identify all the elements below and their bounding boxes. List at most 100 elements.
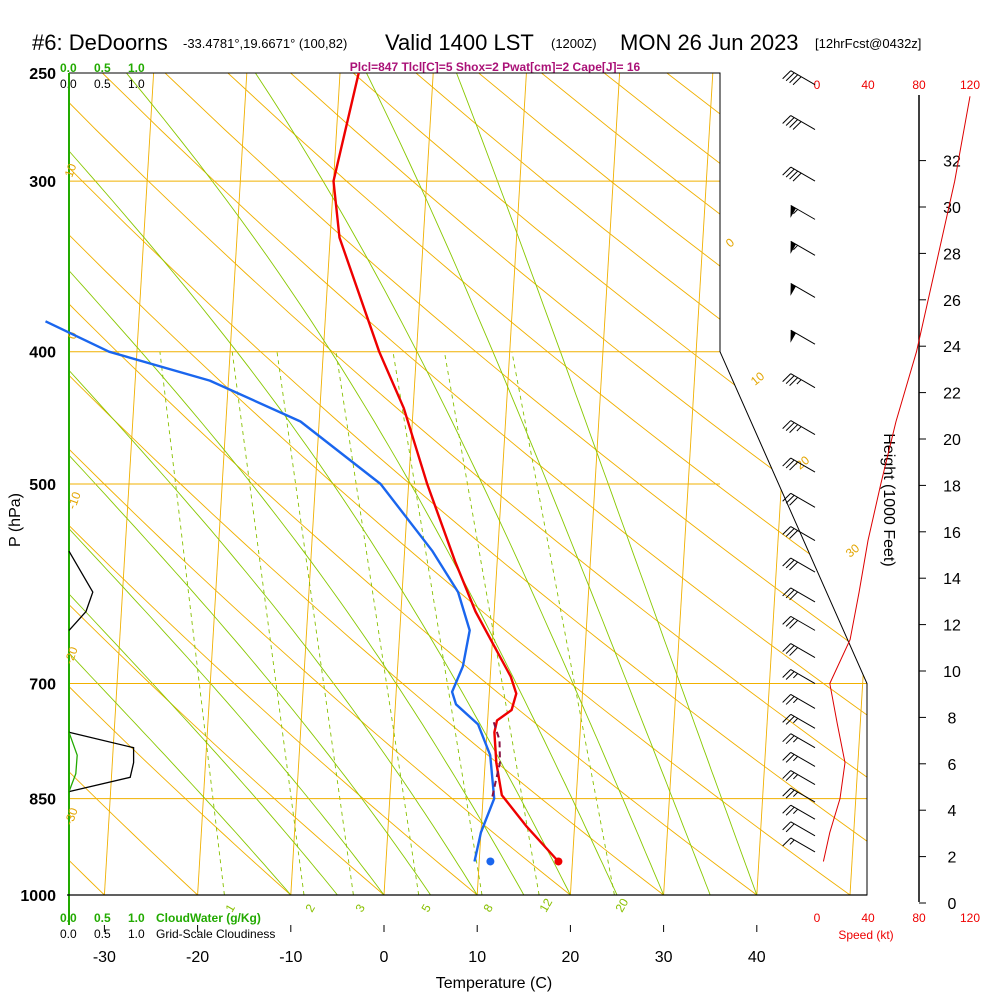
isotherm-label: 0 (723, 235, 737, 250)
surface-temperature-marker (554, 857, 563, 866)
wind-barb-feather (782, 587, 792, 597)
wind-barb-feather (782, 557, 792, 567)
wind-barb-feather (785, 789, 795, 799)
wind-speed-profile (822, 96, 971, 862)
isotherm-label: 30 (843, 541, 862, 561)
wind-barb (782, 770, 816, 785)
mixing-ratio-line (276, 351, 354, 895)
wind-barb-staff (790, 492, 816, 508)
wind-barb (782, 643, 816, 658)
wind-barb-feather (785, 806, 795, 816)
wind-barb-feather (785, 735, 795, 745)
wind-barb-feather (782, 787, 792, 797)
dry-adiabat (69, 73, 664, 895)
wind-barb-staff (790, 526, 816, 541)
wind-barb-pennant (790, 205, 796, 218)
dry-adiabat (69, 73, 198, 895)
wind-barb-half-feather (793, 673, 799, 679)
moist-adiabat (69, 73, 525, 895)
wind-barb-staff (790, 166, 816, 182)
wind-barb-half-feather (796, 379, 802, 385)
wind-barb-staff (790, 115, 816, 130)
y-axis-title: P (hPa) (7, 493, 24, 547)
speed-top-0: 0 (814, 78, 821, 92)
x-tick-label: 30 (655, 949, 673, 966)
pressure-tick-label: 700 (29, 677, 56, 694)
wind-barb-feather (785, 422, 795, 431)
x-tick-label: 40 (748, 949, 766, 966)
header-forecast: [12hrFcst@0432z] (815, 36, 921, 51)
wind-barb-feather (785, 528, 795, 537)
wind-barb-feather (789, 377, 799, 387)
wind-barb (782, 837, 816, 853)
dry-adiabat (854, 73, 867, 895)
wind-barb-staff (790, 329, 816, 345)
wind-barb-feather (782, 733, 792, 743)
wind-barb-feather (782, 714, 792, 723)
wind-barb (790, 204, 816, 220)
wind-barb-staff (790, 669, 816, 684)
isotherm-label: -20 (62, 645, 81, 666)
wind-barb-feather (785, 168, 795, 178)
wind-barb-feather (782, 643, 792, 652)
dry-adiabat (69, 73, 292, 895)
dry-adiabat (69, 73, 867, 895)
parcel-profile (491, 720, 501, 797)
wind-barb-feather (789, 530, 799, 539)
mixing-ratio-label: 5 (418, 901, 434, 914)
moist-adiabat (69, 73, 338, 895)
wind-barb (782, 693, 816, 709)
pressure-tick-label: 500 (29, 477, 56, 494)
wind-barb-feather (785, 459, 795, 469)
wind-barb-feather (785, 618, 795, 627)
wind-barb-staff (790, 837, 816, 853)
cloudiness-bottom-1: 1.0 (128, 927, 145, 941)
mixing-ratio-label: 8 (480, 901, 496, 914)
wind-barb-half-feather (793, 209, 799, 215)
height-tick-label: 16 (943, 525, 961, 542)
wind-barb-half-feather (796, 426, 802, 432)
height-tick-label: 18 (943, 478, 961, 495)
speed-bottom-120: 120 (960, 911, 980, 925)
dry-adiabat (69, 73, 571, 895)
wind-barb-half-feather (793, 244, 799, 251)
height-tick-label: 10 (943, 664, 961, 681)
header-date: MON 26 Jun 2023 (620, 30, 799, 55)
mixing-ratio-line (443, 351, 540, 895)
cloudwater-top-0: 0.0 (60, 61, 77, 75)
wind-barb-feather (789, 461, 799, 471)
cloudwater-top-1: 1.0 (128, 61, 145, 75)
temperature-profile (332, 72, 560, 863)
wind-barb-staff (790, 70, 816, 86)
height-tick-label: 14 (943, 571, 961, 588)
wind-barb-feather (789, 424, 799, 433)
indices-line: Plcl=847 Tlcl[C]=5 Shox=2 Pwat[cm]=2 Cap… (350, 60, 641, 74)
wind-barb-feather (785, 494, 795, 504)
speed-label: Speed (kt) (838, 928, 893, 942)
wind-barb (782, 587, 816, 603)
moist-adiabat (69, 73, 571, 895)
mixing-ratio-label: 3 (352, 901, 368, 914)
x-tick-label: -20 (186, 949, 209, 966)
wind-barb-feather (782, 70, 792, 80)
wind-barb-feather (785, 754, 795, 763)
wind-barb (782, 669, 816, 684)
wind-barb-staff (790, 713, 816, 729)
wind-barb-feather (782, 694, 792, 703)
wind-barb-half-feather (793, 808, 799, 814)
wind-barb (782, 804, 816, 820)
moist-adiabat (126, 73, 618, 895)
header-coords: -33.4781°,19.6671° (100,82) (183, 36, 347, 51)
height-tick-label: 32 (943, 154, 961, 171)
speed-bottom-40: 40 (861, 911, 875, 925)
height-tick-label: 0 (948, 896, 957, 913)
dry-adiabat (227, 73, 867, 895)
wind-barb-feather (782, 166, 792, 176)
pressure-tick-label: 850 (29, 792, 56, 809)
wind-barb-feather (789, 591, 799, 601)
speed-bottom-80: 80 (912, 911, 926, 925)
wind-barb-half-feather (793, 737, 799, 743)
cloudwater-bottom-05: 0.5 (94, 911, 111, 925)
cloudiness-bottom-0: 0.0 (60, 927, 77, 941)
height-tick-label: 28 (943, 246, 961, 263)
